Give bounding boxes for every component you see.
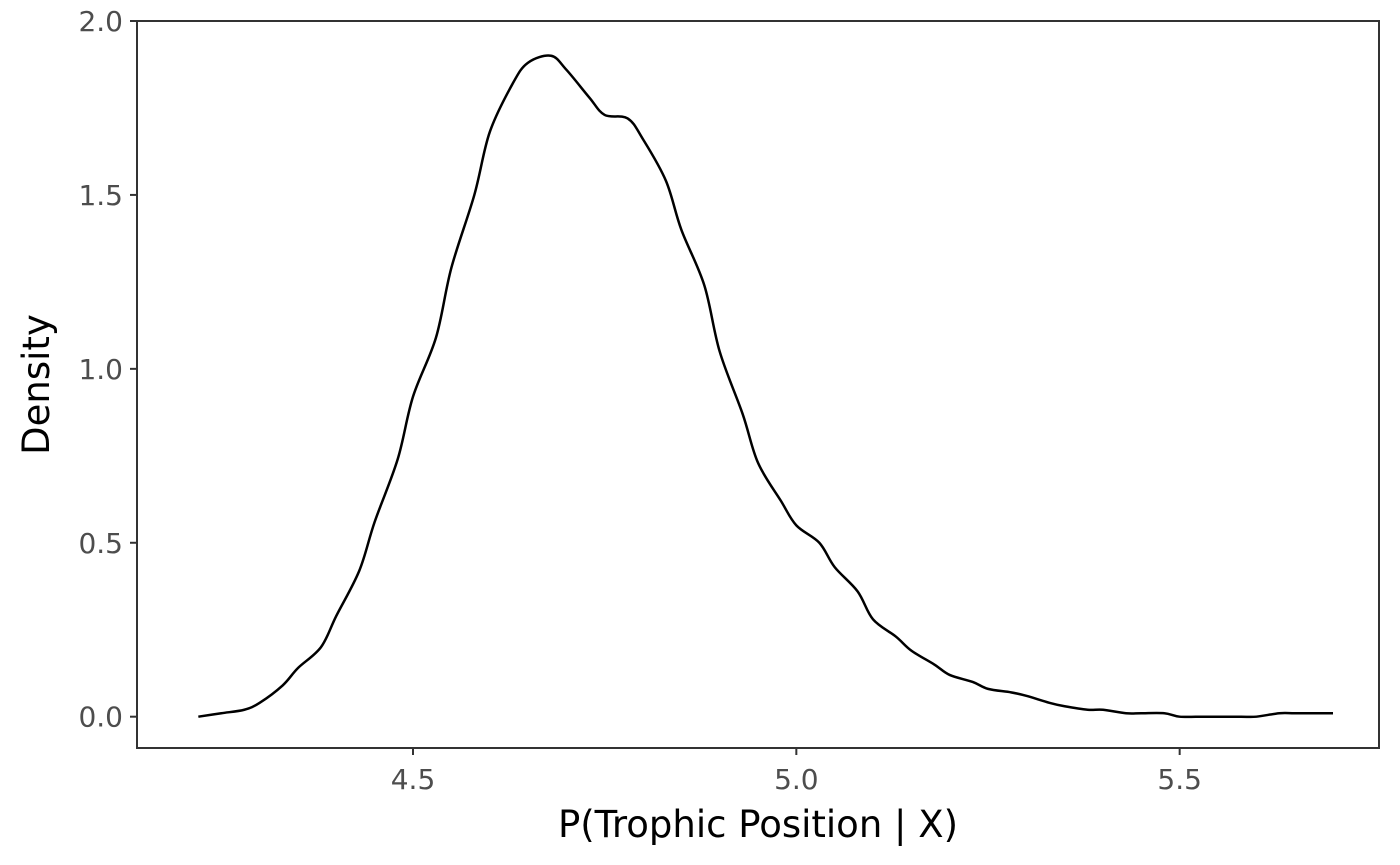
y-tick-label: 2.0 <box>78 5 123 38</box>
ticks-layer: 4.5 5.0 5.5 0.0 0.5 1.0 1.5 2.0 <box>78 5 1201 796</box>
x-tick-label: 5.0 <box>774 763 819 796</box>
y-tick-label: 0.5 <box>78 527 123 560</box>
density-curve-line <box>198 54 1333 719</box>
y-axis-title: Density <box>15 314 58 455</box>
y-tick-label: 0.0 <box>78 701 123 734</box>
x-tick-label: 5.5 <box>1157 763 1202 796</box>
x-axis-title: P(Trophic Position | X) <box>558 803 958 846</box>
y-tick-label: 1.5 <box>78 179 123 212</box>
x-tick-label: 4.5 <box>391 763 436 796</box>
y-tick-label: 1.0 <box>78 353 123 386</box>
plot-panel-border <box>136 20 1380 749</box>
series-layer <box>198 54 1333 719</box>
